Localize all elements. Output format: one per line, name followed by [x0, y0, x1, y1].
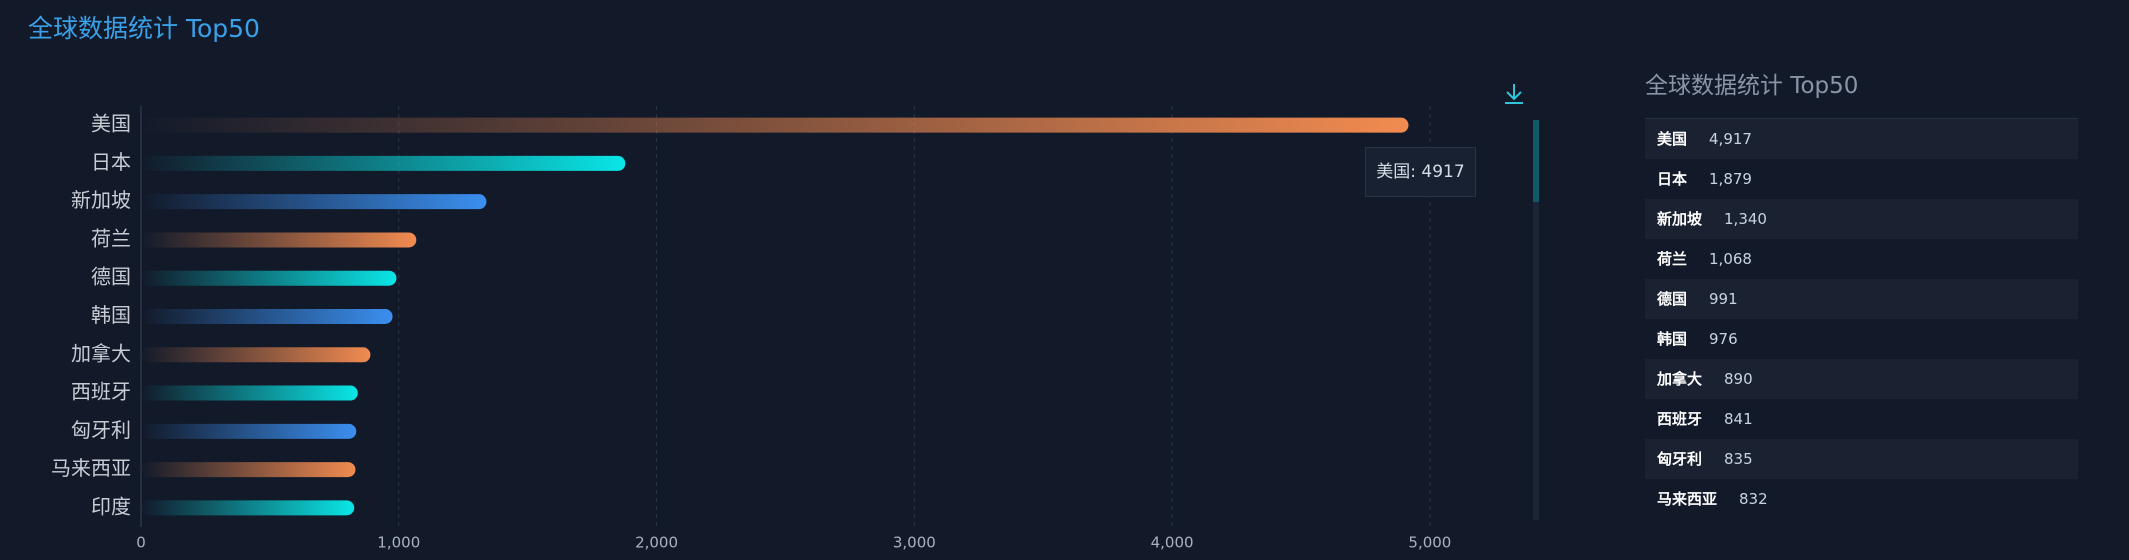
y-tick-label: 匈牙利 — [71, 418, 131, 442]
country-cell: 匈牙利 — [1657, 450, 1703, 468]
y-tick-label: 日本 — [91, 150, 131, 174]
country-cell: 韩国 — [1657, 330, 1688, 348]
bar — [141, 462, 356, 478]
x-tick-label: 5,000 — [1408, 534, 1451, 552]
y-tick-label: 荷兰 — [91, 226, 131, 250]
country-cell: 美国 — [1657, 130, 1688, 148]
country-cell: 荷兰 — [1657, 250, 1688, 268]
download-icon[interactable] — [1505, 84, 1523, 104]
x-tick-label: 2,000 — [635, 534, 678, 552]
country-cell: 新加坡 — [1657, 210, 1703, 228]
value-cell: 835 — [1724, 450, 1753, 468]
table-row: 新加坡 1,340 — [1645, 199, 2078, 239]
y-tick-label: 美国 — [91, 112, 131, 136]
x-tick-label: 3,000 — [893, 534, 936, 552]
bar — [141, 232, 417, 248]
value-cell: 1,068 — [1709, 250, 1752, 268]
table-row: 韩国 976 — [1645, 319, 2078, 359]
table-row: 德国 991 — [1645, 279, 2078, 319]
table-row: 匈牙利 835 — [1645, 439, 2078, 479]
y-tick-label: 德国 — [91, 265, 131, 289]
table-body: 美国 4,917 日本 1,879 新加坡 1,340 荷兰 1,068 德国 991 韩国 976 加… — [1645, 119, 2078, 519]
value-cell: 1,879 — [1709, 170, 1752, 188]
table-row: 美国 4,917 — [1645, 119, 2078, 159]
x-tick-label: 4,000 — [1151, 534, 1194, 552]
value-cell: 976 — [1709, 330, 1738, 348]
table-row: 西班牙 841 — [1645, 399, 2078, 439]
country-cell: 日本 — [1657, 170, 1688, 188]
value-cell: 1,340 — [1724, 210, 1767, 228]
table-row: 加拿大 890 — [1645, 359, 2078, 399]
bar — [141, 423, 357, 439]
y-tick-label: 西班牙 — [71, 380, 131, 404]
bar — [141, 347, 371, 363]
table-row: 日本 1,879 — [1645, 159, 2078, 199]
x-tick-label: 1,000 — [377, 534, 420, 552]
chart: 全球数据统计 Top50 0 1,000 2,000 3,000 4,000 5,000 美… — [28, 14, 1539, 552]
bar — [141, 500, 355, 516]
y-tick-label: 新加坡 — [71, 188, 131, 212]
country-cell: 加拿大 — [1657, 370, 1703, 388]
tooltip: 美国: 4917 — [1365, 147, 1476, 197]
value-cell: 841 — [1724, 410, 1753, 428]
chart-title: 全球数据统计 Top50 — [28, 14, 260, 43]
bar — [141, 194, 487, 210]
bar — [141, 309, 393, 324]
bar — [141, 270, 397, 286]
table-row: 马来西亚 832 — [1645, 479, 2078, 519]
bar — [141, 155, 626, 171]
y-tick-label: 印度 — [91, 494, 131, 518]
value-cell: 991 — [1709, 290, 1738, 308]
country-cell: 西班牙 — [1657, 410, 1703, 428]
y-tick-label: 韩国 — [91, 303, 131, 327]
bar — [141, 117, 1409, 133]
scroll-thumb[interactable] — [1533, 120, 1539, 202]
country-cell: 德国 — [1657, 290, 1688, 308]
table-panel: 全球数据统计 Top50 美国 4,917 日本 1,879 新加坡 1,340 荷兰 1,0… — [1645, 68, 2078, 519]
value-cell: 4,917 — [1709, 130, 1752, 148]
value-cell: 890 — [1724, 370, 1753, 388]
y-tick-label: 加拿大 — [71, 341, 131, 365]
scroll-track[interactable] — [1533, 120, 1539, 520]
country-cell: 马来西亚 — [1657, 490, 1718, 508]
download-glyph[interactable] — [1505, 84, 1523, 104]
x-tick-label: 0 — [136, 534, 146, 552]
bar — [141, 385, 358, 401]
y-tick-label: 马来西亚 — [51, 456, 131, 480]
table-row: 荷兰 1,068 — [1645, 239, 2078, 279]
value-cell: 832 — [1739, 490, 1768, 508]
table-title: 全球数据统计 Top50 — [1645, 68, 2078, 119]
